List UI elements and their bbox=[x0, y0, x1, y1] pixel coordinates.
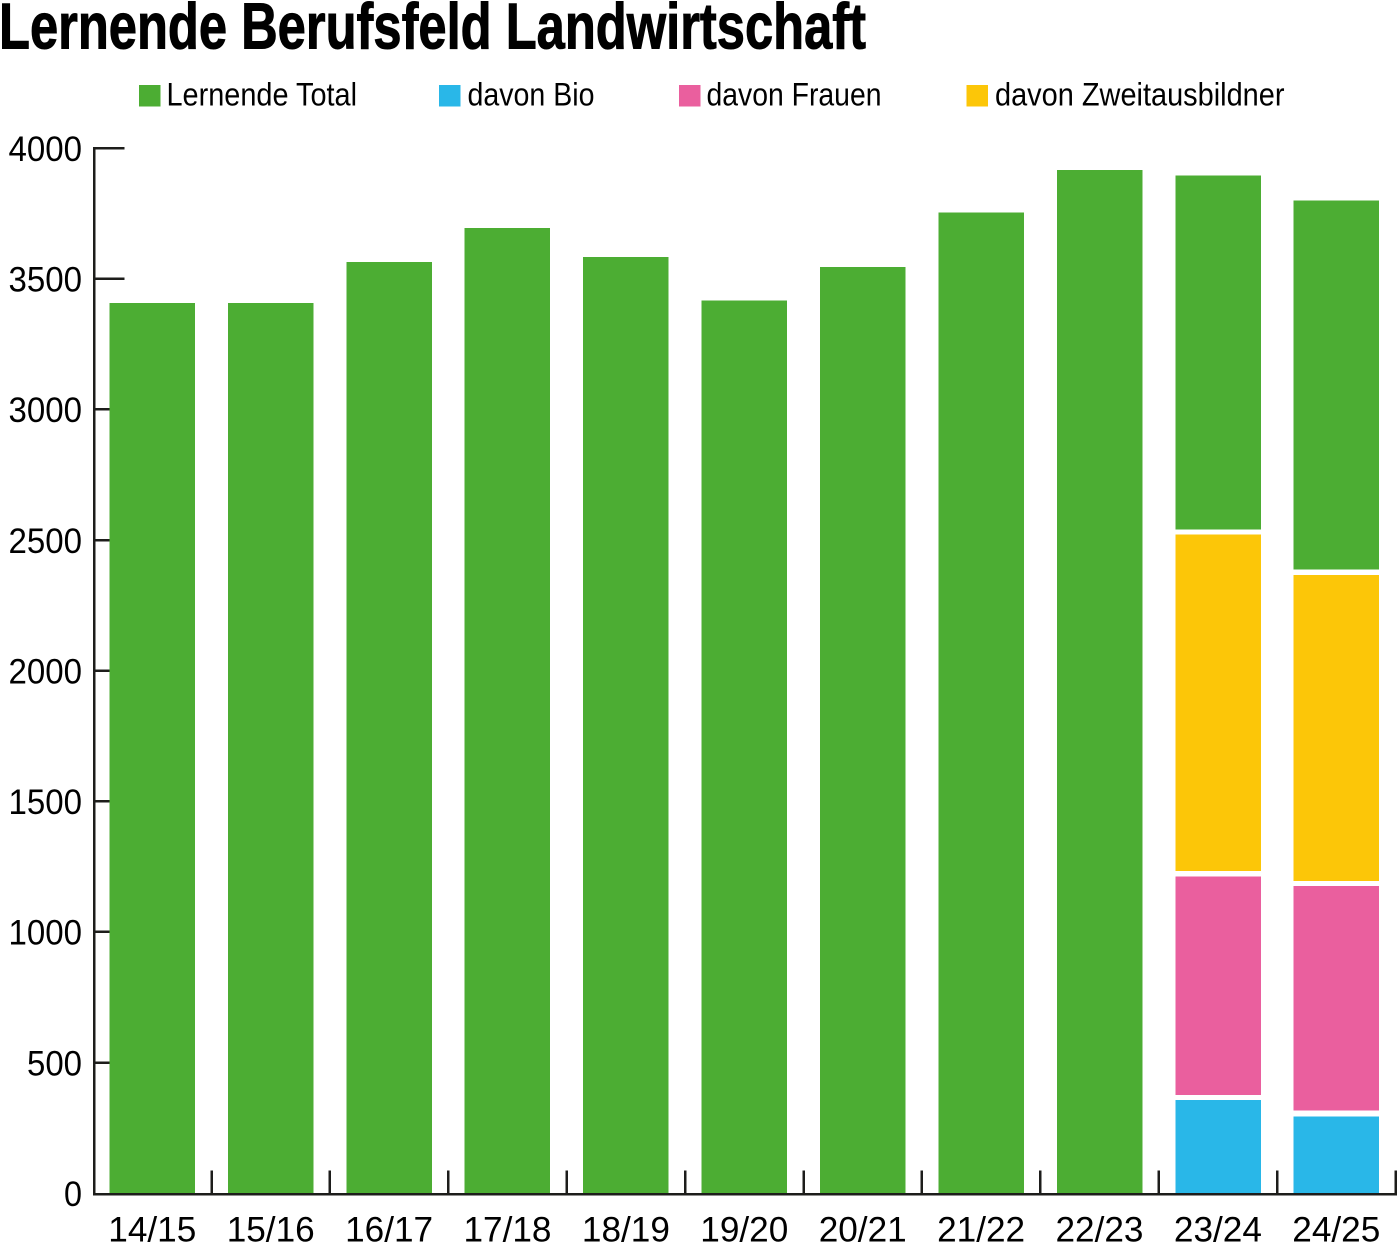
svg-text:4000: 4000 bbox=[9, 129, 83, 169]
svg-text:davon Frauen: davon Frauen bbox=[707, 77, 882, 113]
svg-text:1500: 1500 bbox=[9, 782, 83, 822]
svg-text:3500: 3500 bbox=[9, 260, 83, 300]
svg-text:1000: 1000 bbox=[9, 913, 83, 953]
svg-text:22/23: 22/23 bbox=[1056, 1210, 1144, 1250]
svg-text:17/18: 17/18 bbox=[464, 1210, 552, 1250]
svg-text:21/22: 21/22 bbox=[937, 1210, 1025, 1250]
svg-text:2500: 2500 bbox=[9, 521, 83, 561]
svg-text:20/21: 20/21 bbox=[819, 1210, 907, 1250]
svg-text:23/24: 23/24 bbox=[1174, 1210, 1262, 1250]
svg-text:14/15: 14/15 bbox=[108, 1210, 196, 1250]
svg-text:16/17: 16/17 bbox=[345, 1210, 433, 1250]
svg-text:0: 0 bbox=[64, 1174, 82, 1214]
svg-text:18/19: 18/19 bbox=[582, 1210, 670, 1250]
svg-text:Lernende Berufsfeld Landwirtsc: Lernende Berufsfeld Landwirtschaft bbox=[0, 0, 866, 63]
svg-text:3000: 3000 bbox=[9, 390, 83, 430]
svg-text:19/20: 19/20 bbox=[700, 1210, 788, 1250]
svg-text:500: 500 bbox=[27, 1043, 82, 1083]
svg-text:2000: 2000 bbox=[9, 652, 83, 692]
svg-text:Lernende Total: Lernende Total bbox=[167, 77, 358, 113]
svg-text:davon Bio: davon Bio bbox=[468, 77, 595, 113]
svg-text:davon Zweitausbildner: davon Zweitausbildner bbox=[995, 77, 1285, 113]
svg-text:15/16: 15/16 bbox=[227, 1210, 315, 1250]
svg-text:24/25: 24/25 bbox=[1292, 1210, 1380, 1250]
